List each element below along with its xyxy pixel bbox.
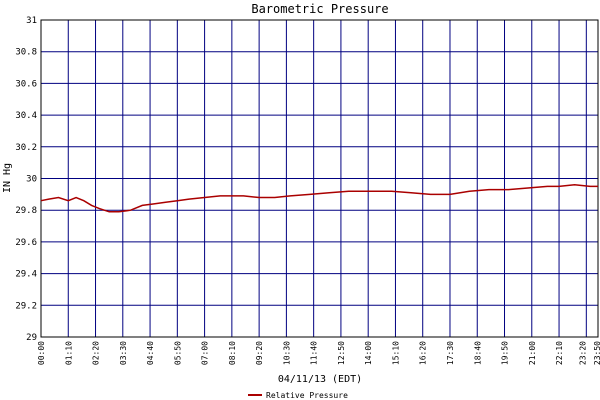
y-tick-label: 30.8 xyxy=(15,48,37,58)
x-axis-label: 04/11/13 (EDT) xyxy=(278,374,362,385)
x-tick-label: 23:20 xyxy=(578,341,587,365)
y-tick-label: 31 xyxy=(26,16,37,26)
x-tick-label: 17:30 xyxy=(446,341,455,365)
legend: Relative Pressure xyxy=(248,391,348,400)
series-layer xyxy=(40,184,598,213)
x-tick-label: 21:00 xyxy=(528,341,537,365)
x-tick-label: 08:10 xyxy=(228,341,237,365)
x-tick-label: 01:10 xyxy=(64,341,73,365)
series-line-relative-pressure xyxy=(40,184,598,213)
y-axis-label: IN Hg xyxy=(2,163,13,193)
x-tick-label: 18:40 xyxy=(473,341,482,365)
legend-label: Relative Pressure xyxy=(266,391,348,400)
x-tick-label: 19:50 xyxy=(501,341,510,365)
x-tick-label: 12:50 xyxy=(337,341,346,365)
y-tick-label: 30.4 xyxy=(15,111,37,121)
x-tick-label: 00:00 xyxy=(37,341,46,365)
x-tick-label: 10:30 xyxy=(282,341,291,365)
x-tick-label: 09:20 xyxy=(255,341,264,365)
y-tick-label: 30.6 xyxy=(15,79,37,89)
chart-title: Barometric Pressure xyxy=(251,2,388,16)
x-tick-label: 23:50 xyxy=(593,341,600,365)
x-tick-label: 07:00 xyxy=(201,341,210,365)
y-tick-label: 30.2 xyxy=(15,143,37,153)
x-tick-label: 22:10 xyxy=(555,341,564,365)
x-tick-label: 05:50 xyxy=(173,341,182,365)
y-axis-ticks: 29 29.2 29.4 29.6 29.8 30 30.2 30.4 30.6 30.8 31 xyxy=(15,16,37,343)
y-tick-label: 29.8 xyxy=(15,206,37,216)
y-tick-label: 29 xyxy=(26,333,37,343)
x-tick-label: 14:00 xyxy=(364,341,373,365)
x-axis-ticks: 00:00 01:10 02:20 03:30 04:40 05:50 07:00 08:10… xyxy=(37,341,600,365)
y-tick-label: 29.2 xyxy=(15,301,37,311)
x-tick-label: 02:20 xyxy=(92,341,101,365)
x-tick-label: 11:40 xyxy=(310,341,319,365)
plot-frame xyxy=(40,19,599,338)
x-tick-label: 15:10 xyxy=(391,341,400,365)
x-tick-label: 03:30 xyxy=(119,341,128,365)
grid-lines xyxy=(41,20,598,337)
y-tick-label: 30 xyxy=(26,175,37,185)
y-tick-label: 29.4 xyxy=(15,270,37,280)
y-tick-label: 29.6 xyxy=(15,238,37,248)
x-tick-label: 16:20 xyxy=(419,341,428,365)
x-tick-label: 04:40 xyxy=(146,341,155,365)
